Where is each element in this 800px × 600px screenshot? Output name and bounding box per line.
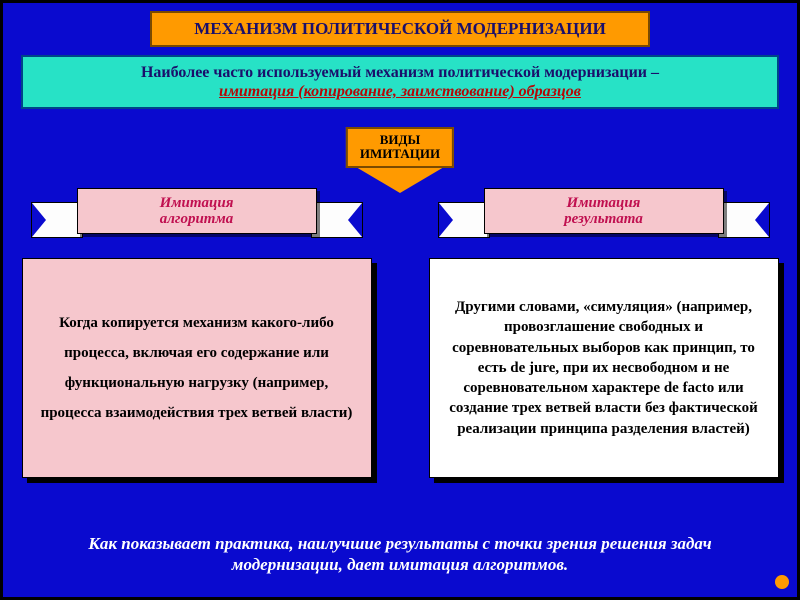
ribbon-tail-icon (438, 202, 490, 238)
right-content-text: Другими словами, «симуляция» (например, … (444, 297, 764, 439)
footer-text: Как показывает практика, наилучшие резул… (33, 533, 767, 576)
left-column: Имитация алгоритма Когда копируется меха… (13, 188, 380, 478)
left-ribbon: Имитация алгоритма (27, 188, 367, 244)
left-ribbon-line-2: алгоритма (160, 211, 234, 227)
left-content-box: Когда копируется механизм какого-либо пр… (22, 258, 372, 478)
intro-line-2: имитация (копирование, заимствование) об… (219, 83, 581, 100)
slide: МЕХАНИЗМ ПОЛИТИЧЕСКОЙ МОДЕРНИЗАЦИИ Наибо… (0, 0, 800, 600)
right-ribbon-line-2: результата (564, 211, 643, 227)
left-ribbon-line-1: Имитация (160, 195, 234, 211)
left-content-text: Когда копируется механизм какого-либо пр… (37, 308, 357, 428)
types-label: ВИДЫ ИМИТАЦИИ (346, 127, 454, 168)
left-ribbon-label: Имитация алгоритма (77, 188, 317, 234)
right-ribbon: Имитация результата (434, 188, 774, 244)
types-line-1: ВИДЫ (380, 132, 421, 147)
arrow-down-icon (356, 167, 444, 193)
columns: Имитация алгоритма Когда копируется меха… (13, 188, 787, 478)
right-column: Имитация результата Другими словами, «си… (420, 188, 787, 478)
ribbon-tail-icon (31, 202, 83, 238)
right-ribbon-label: Имитация результата (484, 188, 724, 234)
right-content-box: Другими словами, «симуляция» (например, … (429, 258, 779, 478)
slide-title: МЕХАНИЗМ ПОЛИТИЧЕСКОЙ МОДЕРНИЗАЦИИ (150, 11, 650, 47)
corner-dot-icon (775, 575, 789, 589)
intro-box: Наиболее часто используемый механизм пол… (21, 55, 779, 109)
intro-line-1: Наиболее часто используемый механизм пол… (141, 64, 659, 81)
right-ribbon-line-1: Имитация (567, 195, 641, 211)
ribbon-tail-icon (311, 202, 363, 238)
types-line-2: ИМИТАЦИИ (360, 146, 440, 161)
ribbon-tail-icon (718, 202, 770, 238)
